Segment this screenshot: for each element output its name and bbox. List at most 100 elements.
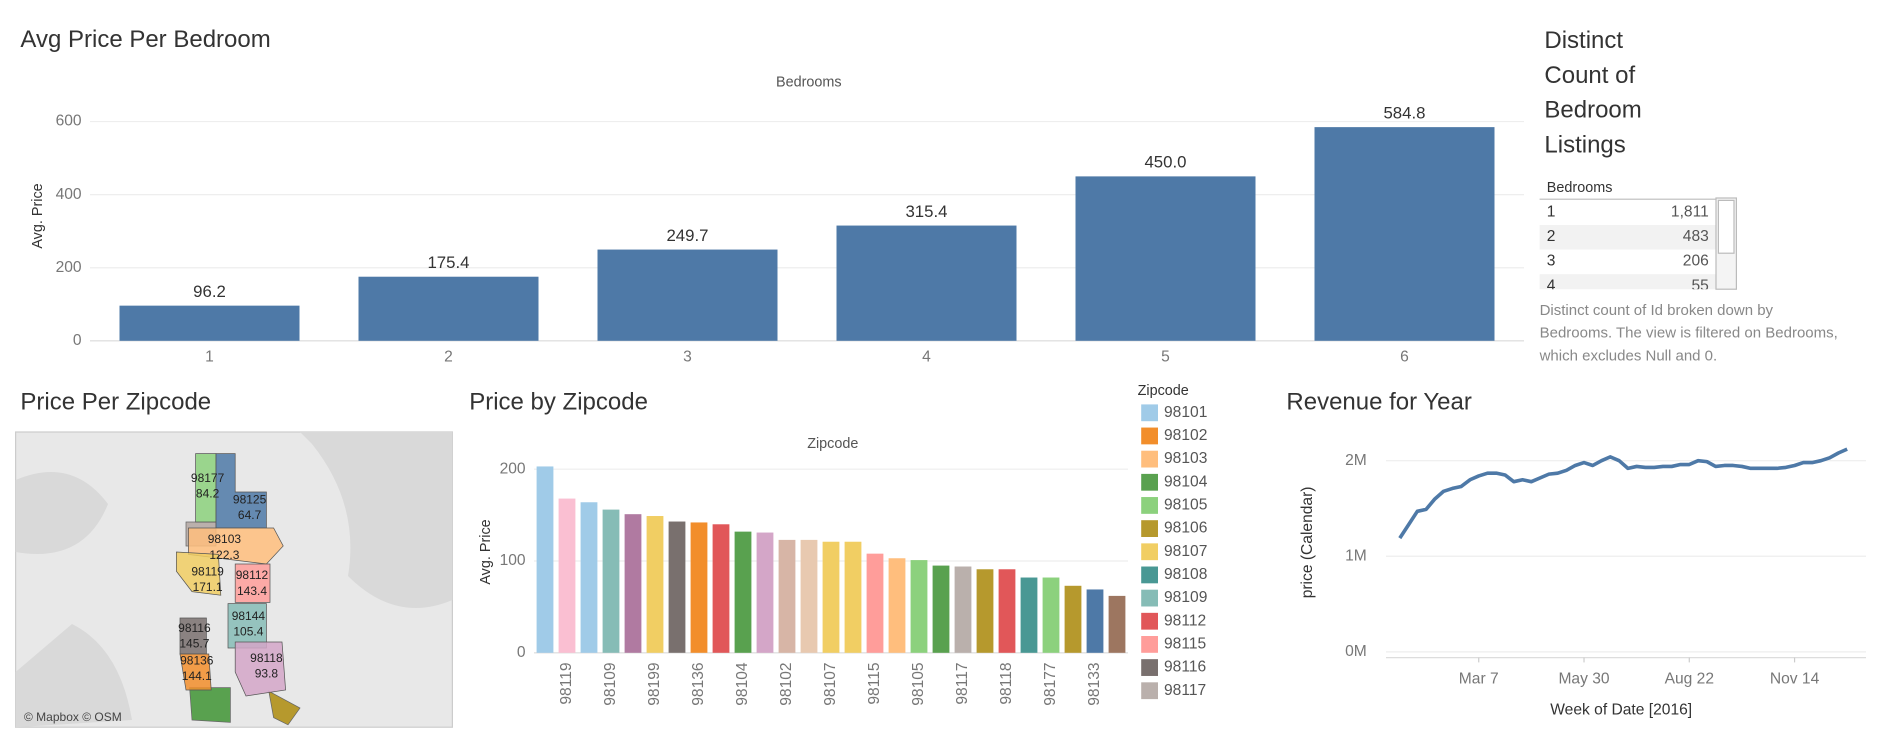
row-key: 1 <box>1547 204 1556 221</box>
bar <box>836 225 1017 341</box>
x-tick-label: 98109 <box>602 662 619 705</box>
x-tick-label: 98107 <box>822 662 839 705</box>
y-tick-label: 0 <box>517 644 526 661</box>
legend-swatch <box>1141 473 1158 491</box>
bar <box>1020 577 1038 653</box>
bar <box>888 558 906 653</box>
region-value: 171.1 <box>193 580 223 594</box>
table-body: 1 1,811 2 483 3 206 4 55 <box>1539 204 1717 294</box>
legend-label: 98104 <box>1164 473 1208 490</box>
legend-swatch <box>1141 659 1158 676</box>
axis-header: Zipcode <box>807 436 858 452</box>
region-value: 145.7 <box>179 637 209 651</box>
data-label: 450.0 <box>1144 153 1186 172</box>
y-axis-label: price (Calendar) <box>1299 486 1316 598</box>
x-tick-label: 6 <box>1400 349 1409 366</box>
x-tick-label: May 30 <box>1558 670 1609 687</box>
x-tick-label: 98177 <box>1042 662 1059 705</box>
map-attribution: © Mapbox © OSM <box>24 710 122 724</box>
legend-swatch <box>1141 612 1158 630</box>
bar <box>597 249 778 341</box>
bar <box>734 531 752 653</box>
bar <box>1042 577 1060 653</box>
map-region <box>189 687 231 723</box>
legend-label: 98112 <box>1164 612 1206 629</box>
region-zip: 98118 <box>250 651 283 665</box>
table-caption: Distinct count of Id broken down by Bedr… <box>1539 302 1842 365</box>
x-tick-label: 98133 <box>1086 662 1103 705</box>
region-value: 144.1 <box>182 669 212 683</box>
chart-title: Price Per Zipcode <box>20 389 211 416</box>
legend-swatch <box>1141 450 1158 468</box>
x-axis-label: Week of Date [2016] <box>1550 702 1692 719</box>
legend-label: 98102 <box>1164 427 1207 444</box>
x-tick-label: 98104 <box>734 662 751 706</box>
x-tick-label: 98117 <box>954 662 971 704</box>
axis-header: Bedrooms <box>776 75 842 91</box>
bar <box>1075 176 1256 341</box>
bar <box>1108 595 1126 653</box>
table-title: Distinct Count of Bedroom Listings <box>1544 27 1648 158</box>
x-tick-label: Mar 7 <box>1459 670 1499 687</box>
data-label: 96.2 <box>193 282 226 301</box>
map-region <box>179 653 212 691</box>
bar <box>119 305 300 341</box>
bar <box>844 541 862 653</box>
bar <box>668 521 686 653</box>
bar <box>822 541 840 653</box>
y-tick-label: 200 <box>56 259 82 276</box>
bar <box>536 466 554 653</box>
legend-label: 98117 <box>1164 682 1206 699</box>
scaled-root: Avg Price Per Bedroom Bedrooms Avg. Price 0… <box>15 26 1867 728</box>
legend-label: 98108 <box>1164 566 1207 583</box>
region-zip: 98119 <box>191 565 224 579</box>
x-tick-label: Nov 14 <box>1770 670 1820 687</box>
region-zip: 98177 <box>191 471 225 485</box>
row-value: 55 <box>1691 277 1709 294</box>
bar <box>932 565 950 653</box>
legend-label: 98107 <box>1164 543 1207 560</box>
bar <box>1064 585 1082 653</box>
legend-swatch <box>1141 497 1158 514</box>
row-value: 483 <box>1683 228 1709 245</box>
legend-swatch <box>1141 543 1158 561</box>
x-tick-label: 3 <box>683 349 692 366</box>
bar <box>358 276 539 341</box>
bar <box>712 524 730 653</box>
x-tick-label: 98105 <box>910 662 927 706</box>
x-tick-label: 98115 <box>866 662 883 705</box>
row-key: 4 <box>1547 277 1556 294</box>
y-tick-label: 2M <box>1345 452 1367 469</box>
x-tick-label: 5 <box>1161 349 1170 366</box>
legend-swatch <box>1141 682 1158 700</box>
region-value: 105.4 <box>233 625 263 639</box>
y-tick-label: 200 <box>500 460 526 477</box>
bar <box>1086 589 1104 653</box>
table-header: Bedrooms <box>1547 180 1613 196</box>
y-axis-label: Avg. Price <box>478 519 494 584</box>
y-axis-label: Avg. Price <box>30 183 46 248</box>
bar <box>646 516 664 653</box>
x-tick-label: 2 <box>444 349 453 366</box>
x-tick-label: 1 <box>205 349 214 366</box>
bar <box>954 566 972 653</box>
row-value: 1,811 <box>1671 204 1709 221</box>
legend-title: Zipcode <box>1138 383 1189 399</box>
y-tick-label: 1M <box>1345 547 1367 564</box>
row-value: 206 <box>1683 253 1709 270</box>
bar <box>910 560 928 653</box>
x-tick-label: 98136 <box>690 662 707 705</box>
legend-label: 98101 <box>1164 404 1207 421</box>
legend-swatch <box>1141 589 1158 607</box>
row-band <box>1539 225 1717 250</box>
map-water <box>15 432 453 728</box>
row-band <box>1539 274 1717 290</box>
bar <box>976 569 994 653</box>
scroll-thumb[interactable] <box>1717 199 1735 254</box>
x-tick-label: 4 <box>922 349 931 366</box>
bar <box>778 539 796 653</box>
legend-swatch <box>1141 520 1158 537</box>
x-tick-label: 98102 <box>778 662 795 705</box>
bar <box>624 514 642 653</box>
